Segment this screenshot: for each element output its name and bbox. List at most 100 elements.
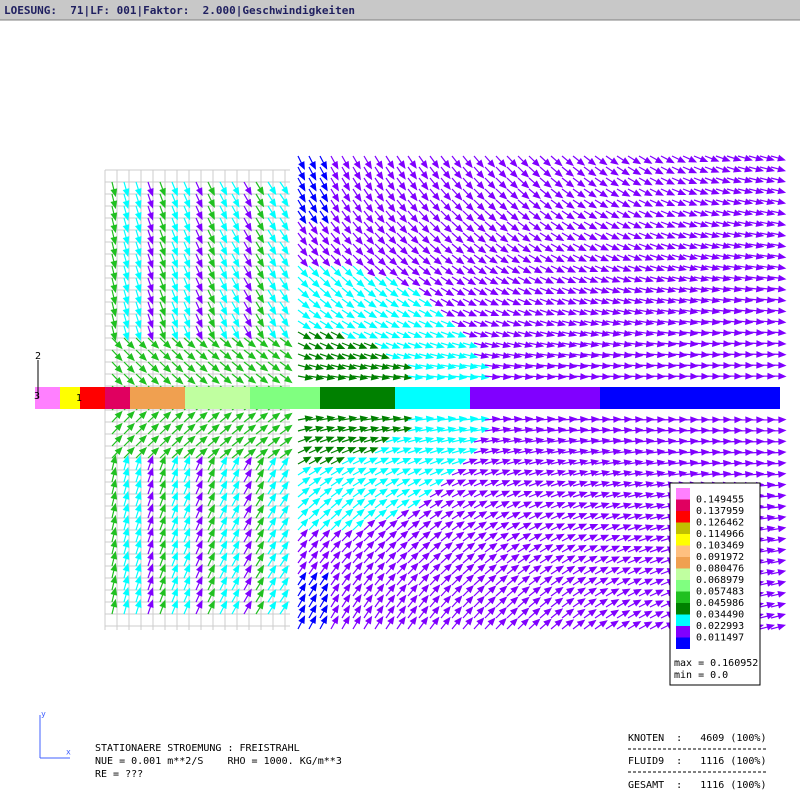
vector-arrow <box>440 447 456 455</box>
vector-arrow <box>319 320 334 330</box>
vector-arrow <box>171 587 178 603</box>
vector-arrow <box>649 437 666 445</box>
vector-arrow <box>759 569 776 576</box>
vector-arrow <box>726 329 743 337</box>
vector-arrow <box>297 436 313 443</box>
vector-arrow <box>649 589 665 597</box>
vector-arrow <box>627 416 644 423</box>
legend-swatch <box>676 488 690 500</box>
vector-arrow <box>506 177 519 189</box>
vector-arrow <box>572 608 586 619</box>
vector-arrow <box>561 199 575 209</box>
vector-arrow <box>627 329 644 337</box>
vector-arrow <box>583 199 598 209</box>
vector-arrow <box>330 477 344 487</box>
vector-arrow <box>693 372 710 380</box>
vector-arrow <box>506 617 519 630</box>
vector-arrow <box>649 264 665 272</box>
vector-arrow <box>319 446 335 454</box>
vector-arrow <box>473 617 485 630</box>
vector-arrow <box>122 277 130 293</box>
vector-arrow <box>396 342 412 349</box>
vector-arrow <box>561 155 574 167</box>
vector-arrow <box>506 155 518 168</box>
vector-arrow <box>319 353 335 360</box>
vector-arrow <box>429 309 444 318</box>
vector-arrow <box>473 553 487 564</box>
vector-arrow <box>682 242 698 250</box>
vector-arrow <box>572 177 586 188</box>
vector-arrow <box>451 188 463 201</box>
vector-arrow <box>255 600 265 615</box>
jet-cell <box>60 387 80 409</box>
vector-arrow <box>715 155 731 162</box>
vector-arrow <box>207 313 215 329</box>
vector-arrow <box>267 193 277 208</box>
vector-arrow <box>418 552 431 564</box>
vector-arrow <box>195 491 203 507</box>
vector-arrow <box>308 582 318 597</box>
vector-arrow <box>267 301 277 316</box>
vector-arrow <box>134 587 142 603</box>
vector-arrow <box>484 458 500 466</box>
vector-arrow <box>385 276 399 287</box>
vector-arrow <box>627 524 643 531</box>
vector-arrow <box>330 529 342 542</box>
vector-arrow <box>737 209 754 216</box>
vector-arrow <box>418 584 430 597</box>
vector-arrow <box>627 275 643 283</box>
vector-arrow <box>737 416 754 424</box>
vector-arrow <box>550 523 566 531</box>
vector-arrow <box>122 551 130 567</box>
vector-arrow <box>308 446 324 454</box>
vector-arrow <box>231 253 240 268</box>
vector-arrow <box>770 263 787 271</box>
legend-swatch <box>676 591 690 603</box>
vector-arrow <box>462 479 478 487</box>
vector-arrow <box>396 199 407 213</box>
vector-arrow <box>550 210 564 220</box>
vector-arrow <box>374 540 386 553</box>
vector-arrow <box>462 298 477 307</box>
vector-arrow <box>726 318 743 326</box>
vector-arrow <box>737 165 754 173</box>
vector-arrow <box>134 539 142 555</box>
vector-arrow <box>352 519 365 531</box>
vector-arrow <box>715 166 731 173</box>
vector-arrow <box>330 221 341 235</box>
vector-arrow <box>462 458 478 465</box>
vector-arrow <box>171 313 178 329</box>
vector-arrow <box>528 155 541 167</box>
vector-arrow <box>506 469 522 476</box>
vector-arrow <box>308 363 325 371</box>
vector-arrow <box>605 567 620 575</box>
vector-arrow <box>550 458 567 466</box>
vector-arrow <box>561 587 575 597</box>
vector-arrow <box>704 242 721 250</box>
vector-arrow <box>660 210 676 217</box>
vector-arrow <box>396 331 412 338</box>
vector-arrow <box>147 229 154 245</box>
vector-arrow <box>561 265 577 273</box>
vector-arrow <box>506 490 522 498</box>
vector-arrow <box>297 415 314 422</box>
vector-arrow <box>319 155 328 170</box>
vector-arrow <box>770 209 787 216</box>
vector-arrow <box>135 410 148 423</box>
vector-arrow <box>572 598 586 608</box>
vector-arrow <box>195 373 208 385</box>
vector-arrow <box>594 545 610 553</box>
vector-arrow <box>440 331 456 338</box>
vector-arrow <box>297 298 311 309</box>
vector-arrow <box>451 199 463 212</box>
vector-arrow <box>726 155 742 162</box>
vector-arrow <box>638 481 655 488</box>
vector-arrow <box>704 177 720 184</box>
vector-arrow <box>594 469 611 477</box>
triad-label: y <box>41 710 46 719</box>
vector-arrow <box>473 595 485 608</box>
vector-arrow <box>517 341 534 348</box>
vector-arrow <box>341 287 355 298</box>
vector-arrow <box>550 330 567 338</box>
vector-arrow <box>159 515 166 531</box>
